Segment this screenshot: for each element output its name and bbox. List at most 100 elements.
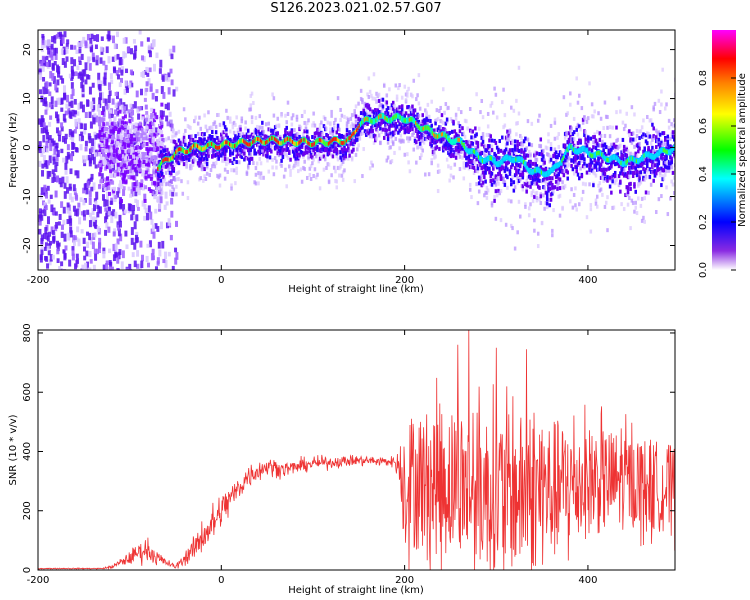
spectrogram-cell	[442, 148, 445, 153]
spectrogram-speckle	[144, 207, 148, 214]
spectrogram-cell	[429, 142, 432, 147]
spectrogram-halo	[477, 126, 481, 131]
spectrogram-speckle	[102, 109, 106, 117]
spectrogram-halo	[200, 165, 204, 170]
spectrogram-cell	[132, 187, 136, 192]
spectrogram-halo	[240, 119, 244, 124]
spectrogram-cell	[508, 148, 512, 153]
spectrogram-cell	[385, 132, 389, 137]
spectrogram-speckle	[103, 78, 107, 86]
spectrogram-cell	[398, 110, 401, 115]
spectrogram-speckle	[92, 57, 96, 62]
spectrogram-cell	[144, 128, 148, 133]
spectrogram-peak	[456, 138, 459, 143]
spectrogram-peak	[205, 144, 209, 149]
spectrogram-cell	[339, 134, 342, 139]
spectrogram-cell	[150, 107, 154, 112]
spectrogram-cell	[504, 165, 508, 170]
spectrogram-speckle	[94, 115, 98, 123]
spectrogram-halo	[250, 134, 254, 139]
spectrogram-cell	[147, 174, 151, 179]
spectrogram-cell	[128, 154, 132, 159]
spectrogram-halo	[370, 93, 373, 98]
spectrogram-cell	[331, 127, 335, 132]
spectrogram-halo	[338, 150, 341, 155]
spectrogram-speckle	[143, 118, 147, 127]
spectrogram-cell	[372, 110, 376, 115]
spectrogram-halo	[498, 191, 501, 196]
spectrogram-halo	[439, 125, 442, 130]
spectrogram-cell	[243, 157, 246, 162]
spectrogram-speckle	[46, 235, 50, 242]
spectrogram-cell	[448, 130, 451, 135]
spectrogram-cell	[220, 140, 223, 145]
spectrogram-halo	[510, 199, 513, 204]
spectrogram-speckle	[86, 261, 90, 268]
spectrogram-cell	[474, 126, 477, 131]
spectrogram-peak	[297, 141, 300, 146]
spectrogram-peak	[313, 141, 317, 146]
spectrogram-speckle	[60, 48, 64, 55]
spectrogram-cell	[483, 165, 486, 170]
spectrogram-speckle	[90, 33, 94, 40]
spectrogram-halo	[332, 165, 336, 170]
spectrogram-speckle	[98, 206, 102, 214]
spectrogram-speckle	[133, 221, 137, 230]
spectrogram-cell	[312, 145, 315, 150]
spectrogram-cell	[345, 141, 349, 146]
spectrogram-speckle	[145, 212, 149, 221]
spectrogram-cell	[207, 153, 210, 158]
spectrogram-cell	[111, 139, 115, 144]
spectrogram-cell	[241, 144, 245, 149]
spectrogram-speckle	[42, 127, 46, 134]
spectrogram-halo	[516, 230, 519, 235]
spectrogram-speckle	[116, 221, 120, 228]
spectrogram-cell	[442, 137, 445, 142]
spectrogram-halo	[334, 117, 337, 122]
spectrogram-speckle	[88, 148, 92, 155]
spectrogram-halo	[393, 111, 396, 116]
spectrogram-cell	[522, 154, 526, 159]
spectrogram-speckle	[44, 242, 48, 249]
spectrogram-speckle	[108, 110, 112, 119]
spectrogram-halo	[450, 119, 454, 124]
spectrogram-speckle	[119, 169, 123, 175]
spectrogram-speckle	[128, 263, 132, 270]
spectrogram-halo	[330, 173, 333, 178]
spectrogram-halo	[272, 96, 276, 101]
spectrogram-speckle	[86, 180, 90, 188]
spectrogram-cell	[258, 145, 262, 150]
spectrogram-halo	[477, 189, 481, 194]
spectrogram-speckle	[156, 225, 160, 232]
spectrogram-halo	[255, 124, 259, 129]
spectrogram-cell	[308, 149, 312, 154]
spectrogram-speckle	[68, 110, 72, 118]
spectrogram-halo	[352, 123, 355, 128]
spectrogram-cell	[129, 193, 133, 198]
spectrogram-peak	[235, 142, 238, 147]
spectrogram-cell	[515, 161, 518, 166]
spectrogram-speckle	[112, 209, 116, 217]
spectrogram-cell	[229, 158, 232, 163]
spectrogram-cell	[106, 161, 110, 166]
spectrogram-halo	[483, 193, 486, 198]
spectrogram-cell	[264, 145, 268, 150]
spectrogram-speckle	[132, 140, 136, 146]
spectrogram-speckle	[53, 148, 57, 155]
spectrogram-speckle	[66, 187, 70, 194]
spectrogram-peak	[393, 115, 396, 120]
spectrogram-cell	[535, 164, 539, 169]
spectrogram-halo	[421, 138, 424, 143]
spectrogram-cell	[488, 144, 491, 149]
spectrogram-speckle	[93, 248, 97, 255]
spectrogram-halo	[371, 134, 374, 139]
spectrogram-peak	[371, 119, 374, 124]
spectrogram-halo	[249, 93, 253, 98]
spectrogram-cell	[123, 106, 127, 111]
spectrogram-speckle	[131, 182, 135, 191]
spectrogram-halo	[329, 127, 332, 132]
spectrogram-cell	[536, 184, 540, 189]
spectrogram-speckle	[110, 113, 114, 118]
spectrogram-halo	[390, 159, 394, 164]
spectrogram-speckle	[89, 212, 93, 218]
